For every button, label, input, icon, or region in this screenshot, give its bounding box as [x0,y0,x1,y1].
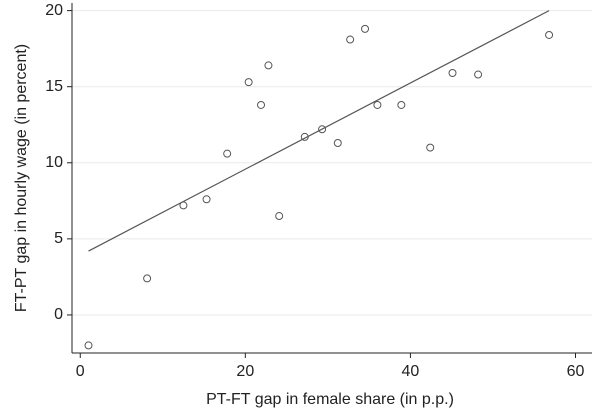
point [361,24,370,33]
y-axis-label: FT-PT gap in hourly wage (in percent) [13,44,30,312]
y-tick-label: 10 [45,154,63,171]
y-tick-label: 15 [45,78,63,95]
point [223,149,232,158]
point [426,143,435,152]
point [275,212,284,221]
y-tick-label: 20 [45,2,63,19]
x-tick-label: 20 [236,363,254,380]
x-tick-label: 60 [567,363,585,380]
point [84,341,93,350]
x-axis-label: PT-FT gap in female share (in p.p.) [206,391,454,408]
point [202,195,211,204]
point [333,139,342,147]
y-tick-label: 5 [54,230,63,247]
point [373,100,382,109]
point [448,69,457,77]
point [474,70,483,79]
point [545,30,554,39]
point [143,274,152,283]
point [244,78,253,87]
fit-line [88,10,550,252]
point [318,125,327,134]
point [264,61,273,70]
x-tick-label: 0 [76,363,85,380]
y-tick-label: 0 [54,306,63,323]
x-tick-label: 40 [402,363,420,380]
point [397,100,406,109]
point [257,100,266,109]
point [346,35,355,44]
